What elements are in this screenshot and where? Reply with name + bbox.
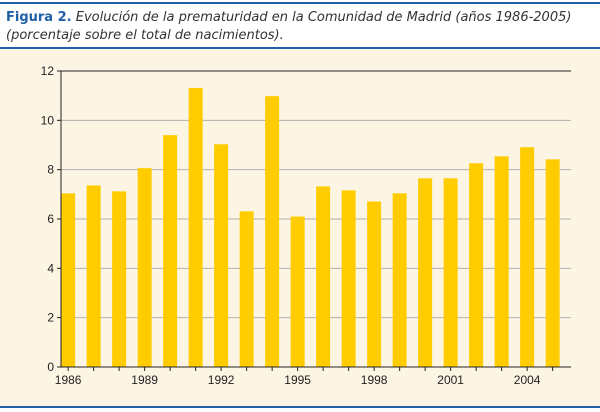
x-tick-label: 2001 — [437, 373, 464, 387]
bar-2005 — [545, 159, 560, 367]
y-tick-label: 6 — [47, 212, 54, 226]
bar-1991 — [188, 88, 203, 368]
top-rule — [0, 2, 600, 4]
bar-1989 — [137, 168, 152, 367]
bar-1986 — [61, 193, 76, 367]
bar-2004 — [520, 147, 535, 367]
bar-1999 — [392, 193, 407, 367]
x-tick-label: 1986 — [55, 373, 82, 387]
y-tick-label: 2 — [47, 311, 54, 325]
y-tick-label: 10 — [41, 113, 55, 127]
bar-2000 — [418, 178, 433, 367]
bottom-rule — [0, 406, 600, 408]
bar-1996 — [316, 186, 331, 367]
y-tick-label: 12 — [41, 64, 55, 78]
bar-1997 — [341, 190, 356, 367]
caption-rule — [0, 47, 600, 49]
y-tick-label: 8 — [47, 163, 54, 177]
y-tick-label: 0 — [47, 360, 54, 374]
bar-1990 — [163, 135, 178, 367]
bar-1995 — [290, 216, 305, 367]
y-tick-label: 4 — [47, 261, 54, 275]
bar-2002 — [469, 163, 484, 367]
figure-label: Figura 2. — [6, 10, 72, 25]
bar-2003 — [494, 156, 509, 367]
figure-caption: Figura 2. Evolución de la prematuridad e… — [6, 9, 596, 45]
bar-1987 — [86, 185, 101, 367]
x-tick-label: 1998 — [361, 373, 388, 387]
bar-2001 — [443, 178, 458, 367]
bar-1993 — [239, 211, 254, 367]
bar-1988 — [112, 191, 127, 367]
x-tick-label: 1995 — [284, 373, 311, 387]
x-tick-label: 2004 — [514, 373, 541, 387]
x-tick-label: 1989 — [131, 373, 158, 387]
bar-1994 — [265, 96, 280, 367]
bar-1998 — [367, 201, 382, 367]
x-tick-label: 1992 — [208, 373, 235, 387]
bar-1992 — [214, 144, 229, 367]
figure-caption-text: Evolución de la prematuridad en la Comun… — [6, 10, 572, 43]
